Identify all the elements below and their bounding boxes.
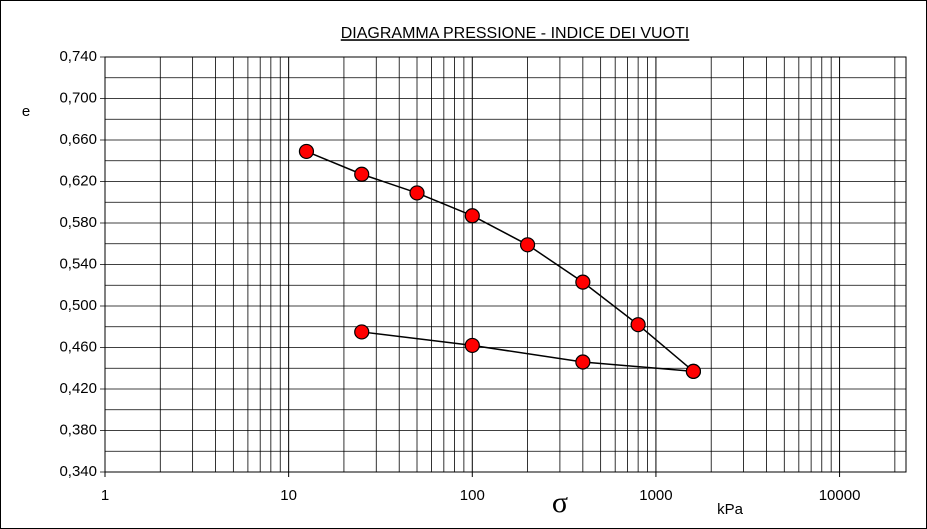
data-point [685,363,702,379]
data-point [630,317,646,333]
data-point [409,185,425,201]
y-tick-label: 0,620 [59,172,97,189]
y-tick-label: 0,540 [59,255,97,272]
x-tick-label: 100 [460,487,485,504]
x-tick-label: 1 [101,487,109,504]
y-tick-label: 0,500 [59,297,97,314]
data-point [464,208,480,224]
y-tick-label: 0,380 [59,421,97,438]
y-axis-label: e [22,103,30,120]
data-point [298,143,315,160]
y-tick-label: 0,740 [59,48,97,65]
y-tick-label: 0,420 [59,380,97,397]
data-point [464,337,480,354]
chart-title: DIAGRAMMA PRESSIONE - INDICE DEI VUOTI [341,25,690,42]
x-unit-label: kPa [717,501,744,518]
series-line [361,331,694,373]
y-tick-label: 0,700 [59,89,97,106]
series-line [306,150,694,372]
x-axis-label: σ [552,486,568,519]
y-tick-label: 0,460 [59,338,97,355]
data-point [575,274,591,290]
data-point [354,166,370,182]
x-tick-label: 10 [280,487,297,504]
y-tick-label: 0,580 [59,214,97,231]
y-tick-label: 0,660 [59,131,97,148]
x-tick-label: 1000 [639,487,672,504]
data-point [519,237,536,253]
data-point [354,324,370,340]
x-tick-label: 10000 [819,487,861,504]
data-point [575,354,591,370]
plot-area [104,56,907,473]
y-tick-label: 0,340 [59,463,97,480]
